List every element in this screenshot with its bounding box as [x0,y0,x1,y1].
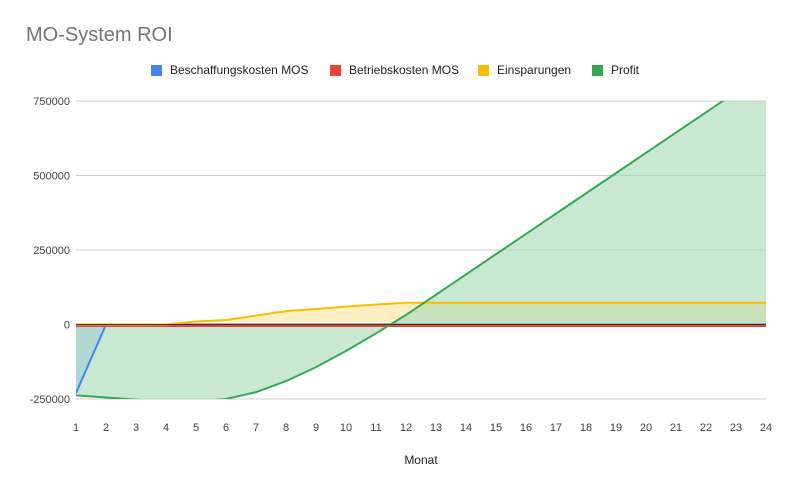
x-tick-label: 12 [400,422,412,434]
area-profit [76,101,766,399]
x-tick-label: 23 [730,422,742,434]
x-tick-label: 3 [133,422,139,434]
legend-label-profit: Profit [611,63,640,77]
x-tick-label: 17 [550,422,562,434]
chart-legend: Beschaffungskosten MOS Betriebskosten MO… [0,63,791,81]
line-einsparungen [76,301,766,326]
legend-label-einsparungen: Einsparungen [497,63,572,77]
legend-item-einsparungen[interactable]: Einsparungen [478,63,571,77]
x-tick-label: 8 [283,422,289,434]
legend-label-beschaffungskosten: Beschaffungskosten MOS [170,63,309,77]
legend-item-betriebskosten[interactable]: Betriebskosten MOS [330,63,459,77]
y-tick-label: 0 [64,320,70,332]
x-tick-label: 22 [700,422,712,434]
x-tick-label: 7 [253,422,259,434]
x-tick-label: 10 [340,422,352,434]
x-tick-label: 6 [223,422,229,434]
x-tick-label: 21 [670,422,682,434]
line-profit [76,101,725,399]
x-tick-label: 11 [370,422,381,434]
legend-label-betriebskosten: Betriebskosten MOS [349,63,460,77]
legend-swatch-einsparungen [478,64,489,76]
y-tick-label: 250000 [33,245,70,257]
y-tick-label: 500000 [33,171,70,183]
x-axis-title: Monat [404,453,438,467]
legend-swatch-betriebskosten [330,64,341,76]
x-tick-label: 2 [103,422,109,434]
x-tick-label: 16 [520,422,532,434]
x-tick-label: 13 [430,422,442,434]
x-tick-label: 18 [580,422,592,434]
x-tick-label: 1 [73,422,79,434]
x-tick-label: 24 [760,422,772,434]
x-tick-label: 5 [193,422,199,434]
y-tick-label: 750000 [33,96,70,108]
y-tick-label: -250000 [30,394,70,406]
series-group [76,101,766,399]
x-tick-label: 4 [163,422,169,434]
legend-item-beschaffungskosten[interactable]: Beschaffungskosten MOS [151,63,309,77]
x-tick-label: 14 [460,422,472,434]
x-tick-label: 15 [490,422,502,434]
x-tick-label: 9 [313,422,319,434]
x-tick-label: 19 [610,422,622,434]
legend-swatch-beschaffungskosten [151,64,162,76]
x-tick-label: 20 [640,422,652,434]
legend-swatch-profit [592,64,603,76]
legend-item-profit[interactable]: Profit [592,63,639,77]
chart-title: MO-System ROI [26,24,173,46]
